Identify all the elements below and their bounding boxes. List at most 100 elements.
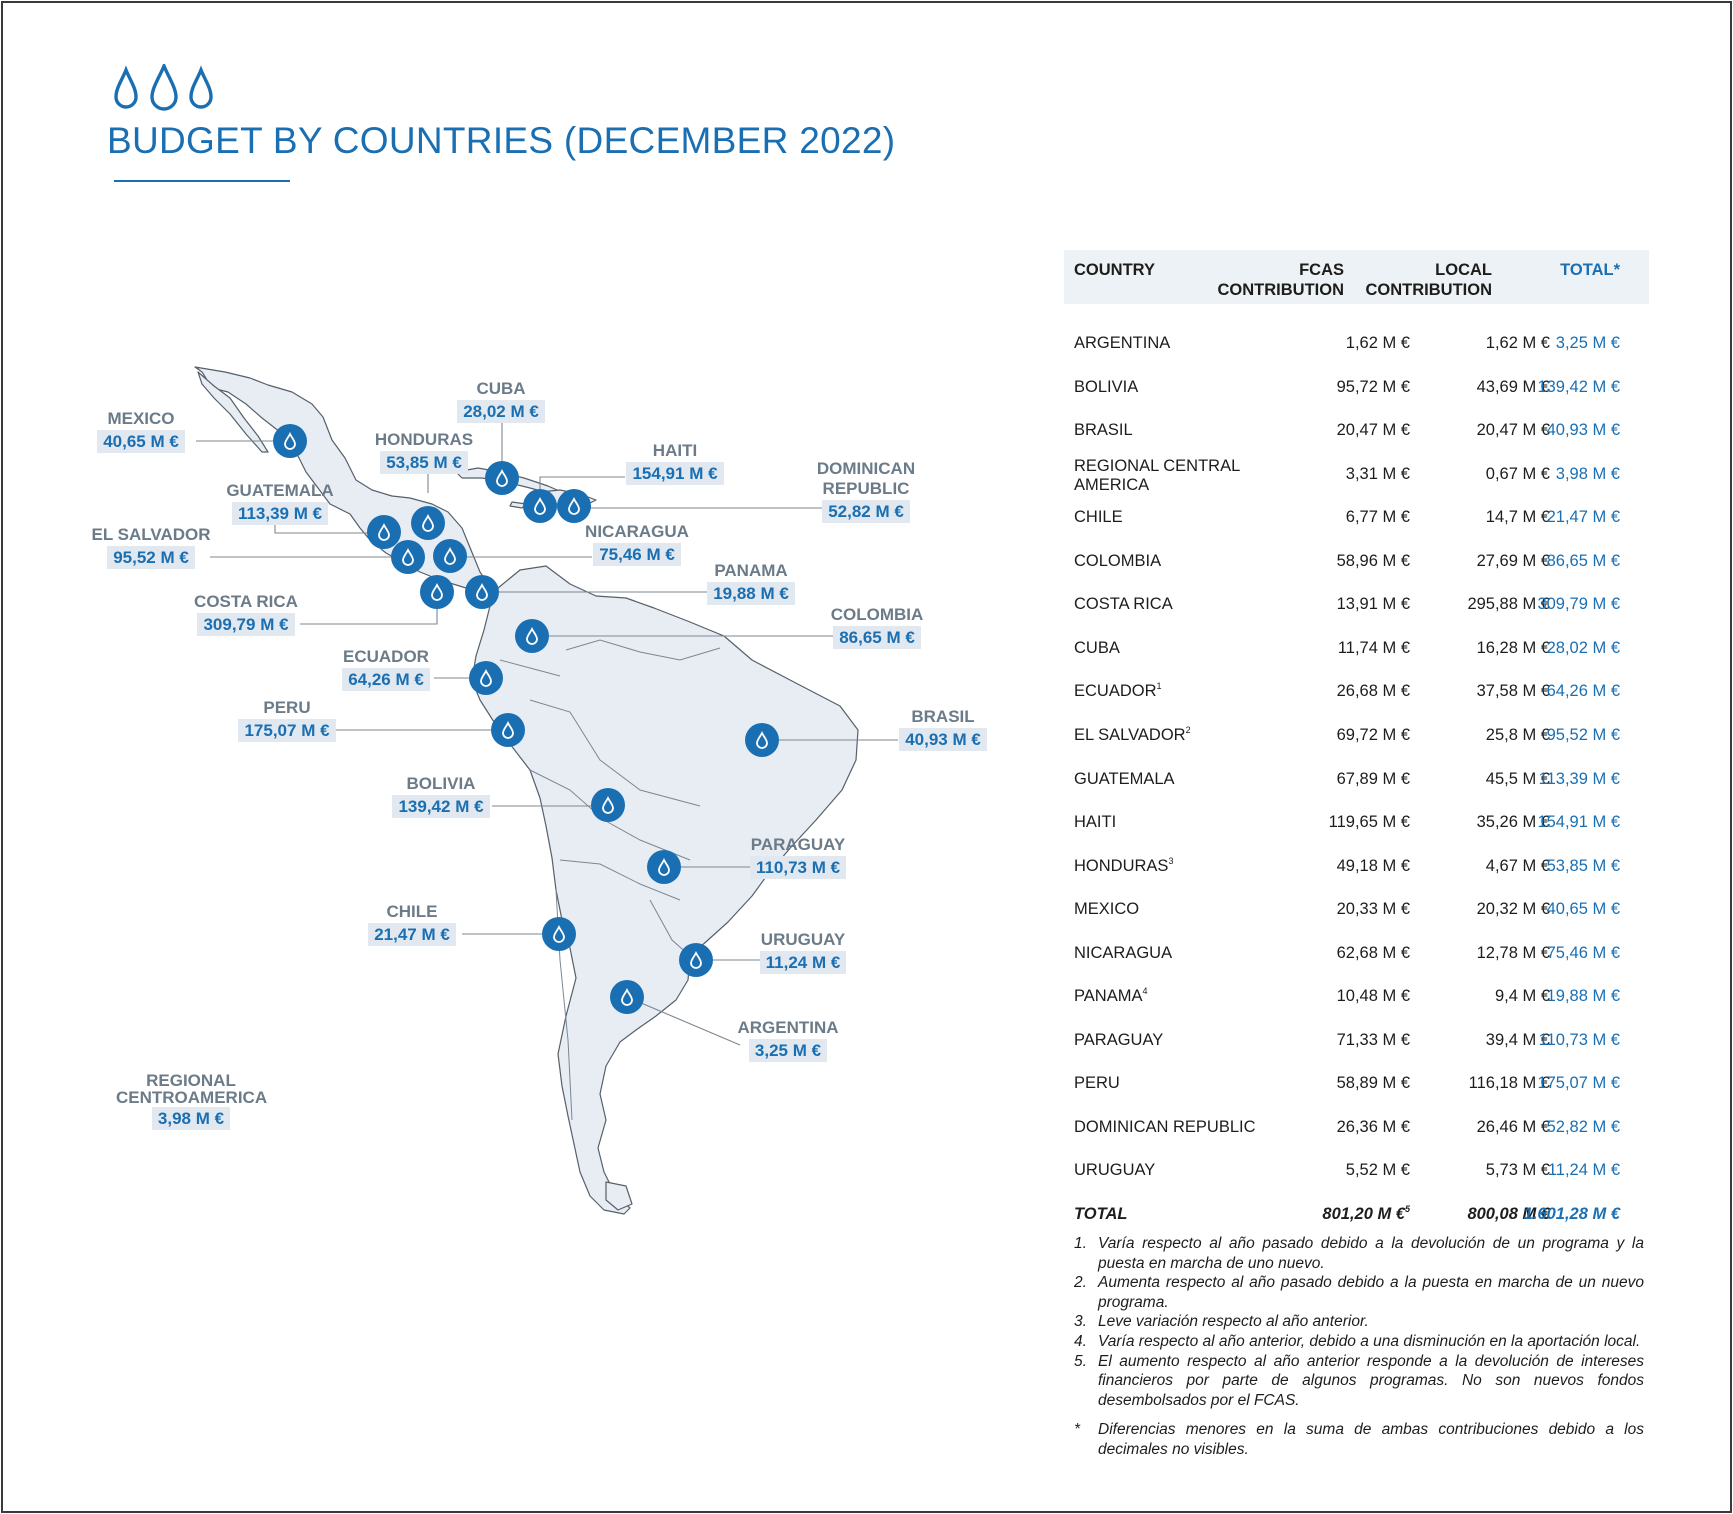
cell-total: 75,46 M € (1546, 943, 1620, 962)
cell-country-text: COSTA RICA (1074, 595, 1173, 614)
map-label-elsalvador: EL SALVADOR 95,52 M € (91, 525, 211, 569)
col-header-local: LOCAL CONTRIBUTION (1365, 261, 1493, 299)
cell-local: 25,8 M € (1485, 725, 1550, 744)
cell-country: GUATEMALA (1074, 758, 1254, 801)
footnote: 4. Varía respecto al año anterior, debido… (1074, 1332, 1644, 1352)
table-row: HONDURAS3 49,18 M € 4,67 M €53,85 M € (1064, 845, 1649, 888)
cell-fcas: 3,31 M € (1345, 464, 1410, 483)
map-label-honduras: HONDURAS 53,85 M € (374, 430, 474, 474)
cell-fcas: 13,91 M € (1336, 595, 1410, 614)
footnote-text: Varía respecto al año pasado debido a la… (1098, 1235, 1644, 1272)
footnote: 2. Aumenta respecto al año pasado debido … (1074, 1273, 1644, 1312)
table-row: ECUADOR1 26,68 M € 37,58 M €64,26 M € (1064, 670, 1649, 713)
cell-country-text: CUBA (1074, 638, 1120, 657)
cell-local: 43,69 M € (1476, 377, 1550, 396)
footnote-text: Leve variación respecto al año anterior. (1098, 1313, 1369, 1331)
total-local: 800,08 M € (1467, 1205, 1550, 1223)
cell-total: 11,24 M € (1547, 1161, 1620, 1180)
footnote-number: 4. (1074, 1332, 1087, 1350)
pin-bolivia (591, 788, 625, 822)
table-row: PARAGUAY 71,33 M € 39,4 M €110,73 M € (1064, 1019, 1649, 1062)
pin-nicaragua (433, 539, 467, 573)
cell-country: NICARAGUA (1074, 932, 1254, 975)
cell-country-text: PERU (1074, 1074, 1120, 1093)
cell-local: 37,58 M € (1476, 682, 1550, 701)
pin-dominican (557, 489, 591, 523)
map-baja (197, 371, 269, 453)
cell-total: 110,73 M € (1538, 1030, 1620, 1049)
cell-fcas: 58,96 M € (1336, 551, 1410, 570)
cell-country: PANAMA4 (1074, 975, 1254, 1018)
cell-fcas: 58,89 M € (1336, 1074, 1410, 1093)
cell-fcas: 49,18 M € (1336, 856, 1410, 875)
pin-mexico (273, 424, 307, 458)
cell-local: 12,78 M € (1476, 943, 1550, 962)
cell-country: BRASIL (1074, 409, 1254, 452)
cell-local: 35,26 M € (1476, 813, 1550, 832)
footnote-number: 3. (1074, 1313, 1087, 1331)
cell-local: 20,47 M € (1476, 421, 1550, 440)
cell-country: EL SALVADOR2 (1074, 714, 1254, 757)
map-label-mexico: MEXICO 40,65 M € (86, 409, 196, 453)
table-row: BOLIVIA 95,72 M € 43,69 M €139,42 M € (1064, 366, 1649, 409)
footnote-ref: 1 (1156, 681, 1162, 692)
footnotes: 1. Varía respecto al año pasado debido a … (1074, 1234, 1644, 1460)
map-label-peru: PERU 175,07 M € (232, 698, 342, 742)
cell-fcas: 69,72 M € (1336, 725, 1410, 744)
footnote-text: El aumento respecto al año anterior resp… (1098, 1352, 1644, 1409)
cell-total: 64,26 M € (1546, 682, 1620, 701)
map-label-nicaragua: NICARAGUA 75,46 M € (585, 522, 689, 566)
footnote: * Diferencias menores en la suma de ambas… (1074, 1420, 1644, 1459)
cell-fcas: 20,33 M € (1336, 900, 1410, 919)
pin-argentina (610, 980, 644, 1014)
table-header: COUNTRY FCAS CONTRIBUTION LOCAL CONTRIBU… (1064, 250, 1649, 304)
total-label: TOTAL (1074, 1205, 1128, 1223)
cell-country-text: BRASIL (1074, 421, 1133, 440)
cell-local: 295,88 M € (1467, 595, 1550, 614)
cell-country: CHILE (1074, 496, 1254, 539)
pin-guatemala (367, 515, 401, 549)
cell-fcas: 119,65 M € (1328, 813, 1410, 832)
table-row: BRASIL 20,47 M €20,47 M €40,93 M € (1064, 409, 1649, 452)
map-label-chile: CHILE 21,47 M € (362, 902, 462, 946)
cell-country: PARAGUAY (1074, 1019, 1254, 1062)
map-label-argentina: ARGENTINA 3,25 M € (737, 1018, 839, 1062)
cell-local: 1,62 M € (1485, 334, 1550, 352)
footnote-text: Aumenta respecto al año pasado debido a … (1098, 1274, 1644, 1311)
cell-country-text: REGIONAL CENTRAL AMERICA (1074, 456, 1240, 494)
latin-america-map (194, 366, 898, 1215)
footnote: 3. Leve variación respecto al año anterio… (1074, 1312, 1644, 1332)
page-title: BUDGET BY COUNTRIES (DECEMBER 2022) (107, 120, 896, 161)
cell-total: 113,39 M € (1538, 769, 1620, 788)
cell-country: HONDURAS3 (1074, 845, 1254, 888)
map-label-costarica: COSTA RICA 309,79 M € (194, 592, 298, 636)
cell-country: REGIONAL CENTRAL AMERICA (1074, 457, 1249, 495)
cell-total: 40,65 M € (1546, 900, 1620, 919)
cell-country: ECUADOR1 (1074, 670, 1254, 713)
map-label-uruguay: URUGUAY 11,24 M € (759, 930, 847, 974)
table-row: PERU 58,89 M € 116,18 M €175,07 M € (1064, 1062, 1649, 1105)
map-label-haiti: HAITI 154,91 M € (620, 441, 730, 485)
cell-country-text: PARAGUAY (1074, 1030, 1164, 1049)
cell-local: 39,4 M € (1485, 1030, 1550, 1049)
cell-country: COLOMBIA (1074, 540, 1254, 583)
cell-fcas: 26,36 M € (1336, 1117, 1410, 1136)
pin-paraguay (647, 850, 681, 884)
footnote-text: Diferencias menores en la suma de ambas … (1098, 1421, 1644, 1458)
cell-country: MEXICO (1074, 888, 1254, 931)
map-label-guatemala: GUATEMALA 113,39 M € (226, 481, 334, 525)
pin-uruguay (679, 943, 713, 977)
map-label-bolivia: BOLIVIA 139,42 M € (386, 774, 496, 818)
cell-country-text: MEXICO (1074, 900, 1140, 919)
pin-panama (465, 575, 499, 609)
map-label-paraguay: PARAGUAY 110,73 M € (749, 835, 847, 879)
footnote-ref: 4 (1142, 986, 1148, 997)
cell-country-text: GUATEMALA (1074, 769, 1175, 788)
cell-local: 27,69 M € (1476, 551, 1550, 570)
table-row: PANAMA4 10,48 M € 9,4 M €19,88 M € (1064, 975, 1649, 1018)
map-pins (273, 424, 779, 1014)
cell-fcas: 67,89 M € (1336, 769, 1410, 788)
cell-total: 53,85 M € (1546, 856, 1620, 875)
footnote: 1. Varía respecto al año pasado debido a … (1074, 1234, 1644, 1273)
